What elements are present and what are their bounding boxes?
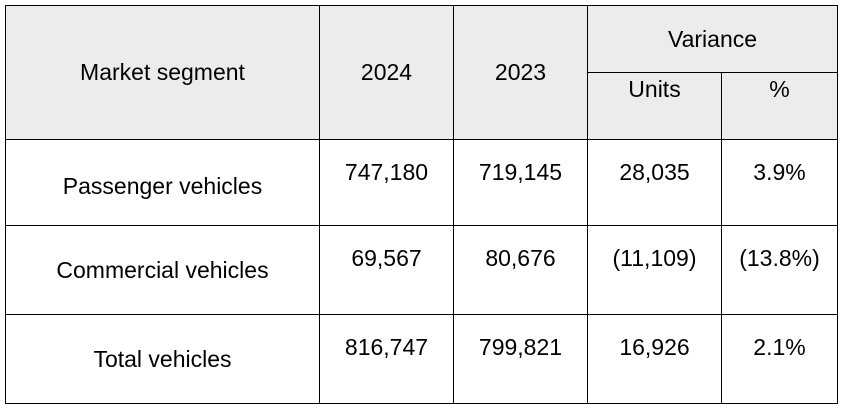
cell-segment: Commercial vehicles: [5, 225, 320, 315]
header-row-sub: Units %: [6, 72, 838, 140]
cell-variance-pct: 2.1%: [721, 314, 838, 404]
cell-2023: 80,676: [453, 225, 588, 315]
header-year-2024: 2024: [319, 5, 454, 140]
table-container: Market segment 2024 2023 Variance Units …: [5, 5, 838, 404]
header-variance: Variance: [587, 5, 838, 73]
cell-2023: 799,821: [453, 314, 588, 404]
cell-variance-pct: 3.9%: [721, 139, 838, 226]
table-row: Total vehicles 816,747 799,821 16,926 2.…: [5, 314, 838, 404]
cell-2024: 69,567: [319, 225, 454, 315]
cell-2024: 816,747: [319, 314, 454, 404]
table-header: Market segment 2024 2023 Variance Units …: [5, 5, 838, 140]
header-row-top: Market segment 2024 2023 Variance: [5, 5, 838, 140]
cell-variance-units: (11,109): [587, 225, 722, 315]
cell-segment: Total vehicles: [5, 314, 320, 404]
table-row: Commercial vehicles 69,567 80,676 (11,10…: [5, 225, 838, 315]
cell-2023: 719,145: [453, 139, 588, 226]
table-body: Passenger vehicles 747,180 719,145 28,03…: [5, 139, 838, 404]
table-row: Passenger vehicles 747,180 719,145 28,03…: [5, 139, 838, 226]
cell-segment: Passenger vehicles: [5, 139, 320, 226]
cell-2024: 747,180: [319, 139, 454, 226]
header-units: Units: [587, 72, 722, 140]
cell-variance-units: 28,035: [587, 139, 722, 226]
cell-variance-units: 16,926: [587, 314, 722, 404]
header-percent: %: [721, 72, 838, 140]
cell-variance-pct: (13.8%): [721, 225, 838, 315]
header-year-2023: 2023: [453, 5, 588, 140]
market-segment-table: Market segment 2024 2023 Variance Units …: [5, 5, 838, 404]
header-market-segment: Market segment: [5, 5, 320, 140]
